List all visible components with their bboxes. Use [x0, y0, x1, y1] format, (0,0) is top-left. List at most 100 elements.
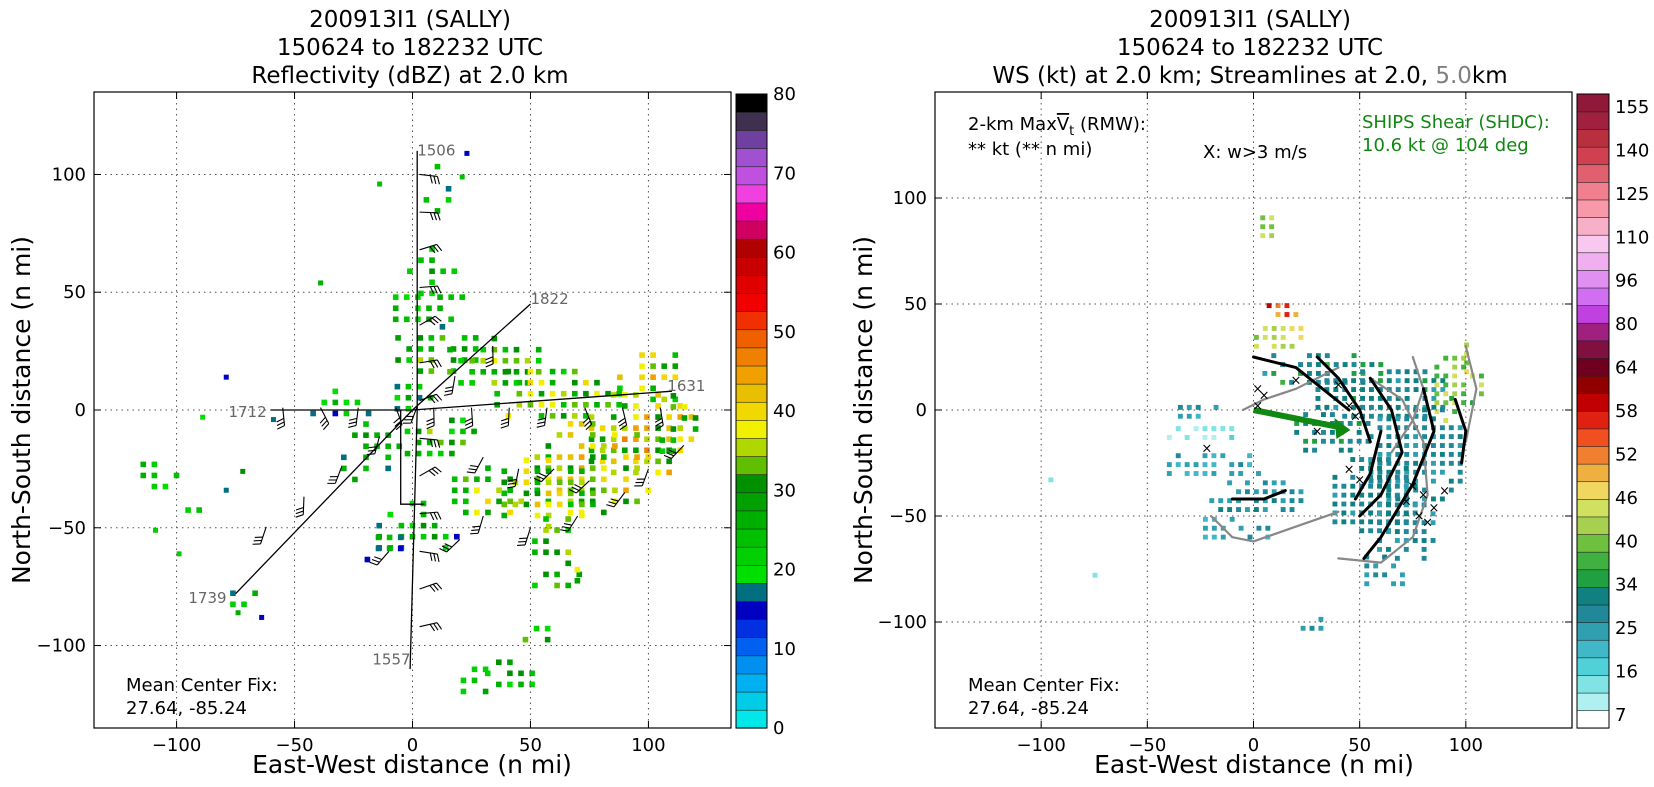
- left-reflectivity-pixel: [617, 374, 623, 381]
- right-windspeed-pixel: [1253, 334, 1259, 340]
- left-reflectivity-pixel: [534, 476, 541, 483]
- wind-barb-flag: [571, 486, 580, 492]
- left-reflectivity-pixel: [363, 465, 369, 472]
- right-windspeed-pixel: [1403, 538, 1409, 543]
- left-reflectivity-pixel: [385, 443, 391, 450]
- right-windspeed-pixel: [1280, 326, 1286, 331]
- left-colorbar-label: 50: [773, 322, 796, 343]
- right-windspeed-pixel: [1351, 353, 1357, 359]
- right-windspeed-pixel: [1256, 471, 1261, 476]
- right-windspeed-pixel: [1448, 434, 1454, 440]
- left-reflectivity-pixel: [392, 294, 399, 300]
- left-colorbar-cell: [735, 166, 768, 186]
- wind-barb-flag: [538, 472, 547, 478]
- right-windspeed-pixel: [1289, 489, 1295, 495]
- right-windspeed-pixel: [1422, 425, 1427, 431]
- right-windspeed-pixel: [1236, 489, 1241, 495]
- right-windspeed-pixel: [1229, 516, 1235, 522]
- left-reflectivity-pixel: [458, 357, 464, 364]
- right-windspeed-pixel: [1386, 469, 1392, 475]
- left-reflectivity-pixel: [560, 368, 567, 375]
- right-windspeed-pixel: [1377, 460, 1383, 466]
- right-windspeed-pixel: [1464, 369, 1470, 375]
- left-colorbar-label: 70: [773, 163, 796, 184]
- right-windspeed-pixel: [1202, 453, 1208, 459]
- left-reflectivity-pixel: [415, 450, 422, 457]
- right-colorbar-label: 125: [1615, 184, 1649, 205]
- left-reflectivity-pixel: [538, 401, 545, 408]
- left-ytick-label: 100: [52, 164, 86, 185]
- right-windspeed-pixel: [1238, 525, 1244, 531]
- left-reflectivity-pixel: [462, 476, 469, 483]
- left-reflectivity-pixel: [310, 410, 316, 417]
- wind-barb-flag: [507, 485, 516, 489]
- right-windspeed-pixel: [1440, 404, 1446, 410]
- left-colorbar: 0 10 20 30 40 50 60 70 80: [735, 84, 796, 739]
- left-reflectivity-pixel: [461, 346, 468, 352]
- maxvt-suffix: (RMW):: [1074, 114, 1146, 135]
- right-colorbar-cell: [1576, 569, 1610, 588]
- left-reflectivity-pixel: [677, 414, 684, 420]
- left-reflectivity-pixel: [409, 533, 416, 540]
- left-reflectivity-pixel: [523, 501, 530, 508]
- right-center-fix-value: 27.64, -85.24: [968, 698, 1089, 719]
- right-windspeed-pixel: [1404, 369, 1410, 375]
- left-reflectivity-pixel: [502, 369, 509, 375]
- left-reflectivity-pixel: [554, 571, 560, 578]
- left-reflectivity-pixel: [644, 447, 650, 454]
- left-reflectivity-pixel: [556, 465, 563, 471]
- wind-barb-flag: [574, 484, 582, 489]
- right-windspeed-pixel: [1298, 489, 1304, 495]
- left-reflectivity-pixel: [650, 396, 656, 403]
- right-windspeed-pixel: [1391, 581, 1396, 587]
- left-reflectivity-pixel: [594, 401, 600, 408]
- left-reflectivity-pixel: [431, 533, 438, 540]
- right-windspeed-pixel: [1461, 391, 1467, 397]
- right-windspeed-pixel: [1186, 413, 1192, 419]
- left-reflectivity-pixel: [545, 512, 552, 519]
- right-windspeed-pixel: [1166, 471, 1172, 476]
- left-reflectivity-pixel: [601, 509, 607, 516]
- left-reflectivity-pixel: [543, 516, 549, 522]
- wind-barb-flag: [429, 552, 433, 561]
- right-windspeed-pixel: [1298, 498, 1304, 504]
- wind-barb-flag: [295, 510, 304, 515]
- right-windspeed-pixel: [1439, 496, 1445, 502]
- right-windspeed-pixel: [1439, 469, 1445, 475]
- left-reflectivity-pixel: [474, 509, 480, 516]
- right-windspeed-pixel: [1220, 534, 1226, 540]
- right-windspeed-pixel: [1413, 487, 1419, 493]
- left-reflectivity-pixel: [428, 368, 435, 374]
- right-windspeed-pixel: [1312, 438, 1318, 444]
- left-reflectivity-pixel: [374, 432, 380, 438]
- left-reflectivity-pixel: [554, 527, 560, 533]
- left-reflectivity-pixel: [502, 346, 509, 353]
- left-reflectivity-pixel: [472, 357, 479, 363]
- left-reflectivity-pixel: [428, 357, 435, 363]
- right-windspeed-pixel: [1236, 507, 1241, 512]
- right-windspeed-pixel: [1342, 396, 1348, 401]
- left-reflectivity-pixel: [395, 357, 401, 363]
- right-windspeed-pixel: [1434, 391, 1440, 397]
- right-windspeed-pixel: [1434, 373, 1440, 379]
- right-colorbar-label: 52: [1615, 444, 1638, 465]
- right-windspeed-pixel: [1368, 460, 1374, 466]
- right-windspeed-pixel: [1342, 413, 1348, 419]
- left-reflectivity-pixel: [485, 465, 491, 471]
- right-windspeed-pixel: [1175, 426, 1181, 432]
- right-windspeed-pixel: [1439, 460, 1445, 466]
- left-xtick-label: 100: [631, 735, 665, 756]
- left-reflectivity-pixel: [672, 352, 679, 358]
- right-windspeed-pixel: [1350, 474, 1356, 480]
- left-reflectivity-pixel: [496, 659, 502, 666]
- wind-barb-flag: [563, 523, 573, 526]
- left-reflectivity-pixel: [672, 374, 679, 381]
- wind-barb-shaft: [395, 407, 403, 425]
- left-reflectivity-pixel: [471, 428, 477, 435]
- right-colorbar-label: 64: [1615, 358, 1638, 379]
- right-windspeed-pixel: [1439, 425, 1445, 431]
- left-reflectivity-pixel: [612, 432, 618, 438]
- right-windspeed-pixel: [1275, 312, 1281, 317]
- wind-barb-shaft: [540, 468, 555, 483]
- right-colorbar-cell: [1576, 445, 1610, 465]
